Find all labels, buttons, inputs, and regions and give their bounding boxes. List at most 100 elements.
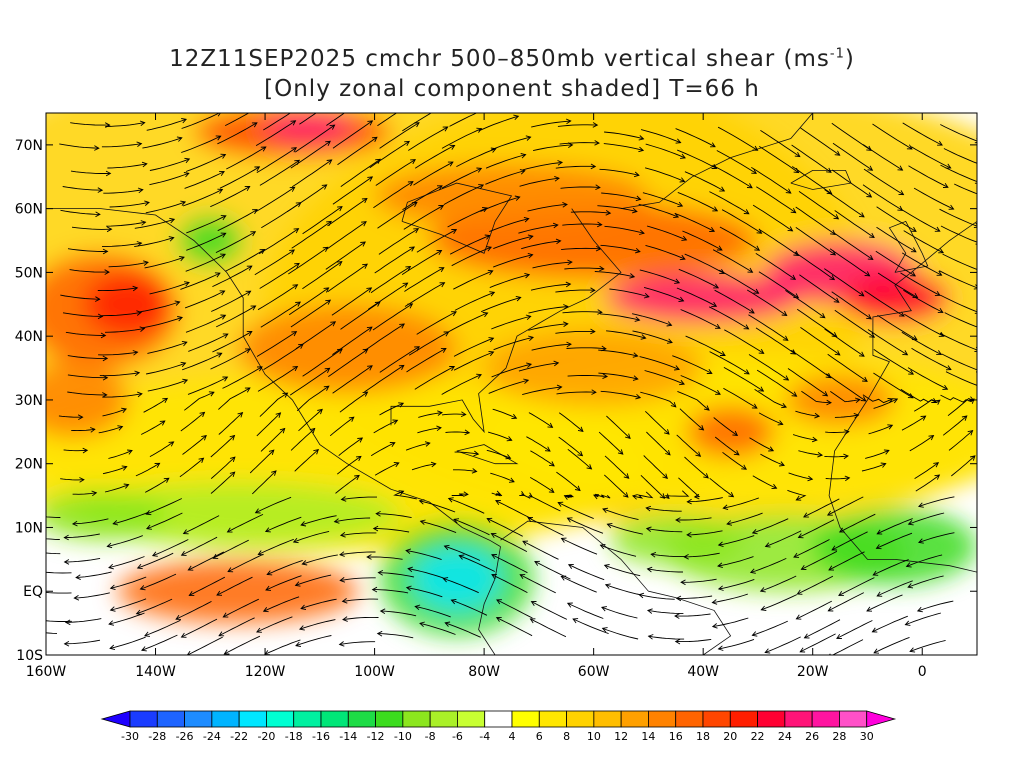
colorbar-swatch	[266, 711, 293, 727]
streamline-arrow	[25, 512, 30, 517]
colorbar-label: 30	[860, 730, 874, 743]
shear-shading-region	[610, 515, 741, 566]
lon-tick-label: 60W	[578, 664, 610, 680]
streamline-arrow	[978, 162, 983, 167]
colorbar-swatch	[539, 711, 566, 727]
colorbar-label: 28	[832, 730, 846, 743]
colorbar-swatch	[621, 711, 648, 727]
map-plot-area	[0, 36, 1024, 658]
shear-shading-region	[35, 489, 166, 540]
streamline-arrow	[298, 105, 303, 109]
colorbar-swatch	[430, 711, 457, 727]
colorbar-swatch	[785, 711, 812, 727]
streamline-arrow	[22, 628, 27, 633]
shear-shading-region	[785, 374, 895, 425]
colorbar-label: -8	[425, 730, 436, 743]
colorbar-label: 12	[614, 730, 628, 743]
shear-shading-region	[84, 272, 172, 336]
colorbar-left-arrow	[102, 711, 130, 727]
colorbar-swatch	[567, 711, 594, 727]
colorbar-label: -18	[285, 730, 303, 743]
lon-tick-label: 120W	[245, 664, 286, 680]
streamline-arrow	[334, 97, 339, 101]
shear-shading-region	[413, 547, 501, 611]
colorbar-swatch	[376, 711, 403, 727]
colorbar-label: -28	[148, 730, 166, 743]
colorbar-swatch	[130, 711, 157, 727]
colorbar-label: -22	[230, 730, 248, 743]
colorbar-label: -30	[121, 730, 139, 743]
lat-tick-label: 60N	[15, 202, 43, 218]
colorbar-label: -16	[312, 730, 330, 743]
streamline-arrow	[361, 98, 366, 103]
colorbar-swatch	[294, 711, 321, 727]
colorbar-swatch	[648, 711, 675, 727]
colorbar-label: -24	[203, 730, 221, 743]
colorbar-swatch	[403, 711, 430, 727]
colorbar-label: 4	[509, 730, 516, 743]
colorbar-swatch	[485, 711, 512, 727]
streamline-arrow	[989, 196, 994, 201]
streamline-arrow	[36, 569, 41, 574]
colorbar-swatch	[239, 711, 266, 727]
colorbar: -30 -28 -26 -24 -22 -20 -18 -16 -14 -12 -10 -8 -6 -4 4…	[102, 711, 895, 743]
colorbar-swatch	[839, 711, 866, 727]
colorbar-label: 10	[587, 730, 601, 743]
lat-tick-label: 40N	[15, 329, 43, 345]
colorbar-swatch	[676, 711, 703, 727]
colorbar-swatch	[185, 711, 212, 727]
lat-tick-label: 20N	[15, 457, 43, 473]
streamline-arrow	[260, 104, 265, 108]
streamline-arrow	[977, 268, 982, 273]
colorbar-swatch	[730, 711, 757, 727]
streamline-arrow	[412, 100, 417, 104]
streamline-arrow	[36, 618, 41, 623]
streamline-arrow	[25, 548, 30, 553]
colorbar-label: -6	[452, 730, 463, 743]
colorbar-swatch	[348, 711, 375, 727]
colorbar-swatch	[703, 711, 730, 727]
colorbar-label: -14	[339, 730, 357, 743]
streamline-arrow	[437, 107, 442, 111]
lat-tick-label: 30N	[15, 393, 43, 409]
colorbar-swatch	[512, 711, 539, 727]
colorbar-label: 26	[805, 730, 819, 743]
lon-tick-label: 160W	[26, 664, 67, 680]
colorbar-label: 14	[641, 730, 655, 743]
colorbar-swatch	[212, 711, 239, 727]
colorbar-label: 18	[696, 730, 710, 743]
lon-tick-label: 0	[918, 664, 927, 680]
shear-shading-region	[265, 110, 353, 142]
colorbar-swatch	[758, 711, 785, 727]
colorbar-label: -12	[367, 730, 385, 743]
lat-tick-label: EQ	[23, 584, 43, 600]
lat-tick-label: 10N	[15, 520, 43, 536]
lon-tick-label: 40W	[687, 664, 719, 680]
streamline-arrow	[979, 326, 984, 331]
shear-shading-region	[238, 304, 457, 393]
lon-tick-label: 20W	[797, 664, 829, 680]
colorbar-label: 16	[669, 730, 683, 743]
colorbar-label: -4	[479, 730, 490, 743]
colorbar-label: -20	[257, 730, 275, 743]
colorbar-swatch	[457, 711, 484, 727]
colorbar-label: 20	[723, 730, 737, 743]
shear-shading-region	[117, 559, 358, 623]
lat-tick-label: 10S	[16, 648, 43, 664]
colorbar-label: 6	[536, 730, 543, 743]
colorbar-right-arrow	[867, 711, 895, 727]
lon-tick-label: 80W	[468, 664, 500, 680]
shear-shading-region	[840, 272, 950, 323]
colorbar-swatch	[812, 711, 839, 727]
lat-tick-label: 70N	[15, 138, 43, 154]
lon-tick-label: 140W	[135, 664, 176, 680]
colorbar-label: 8	[563, 730, 570, 743]
streamline-arrow	[981, 385, 986, 390]
colorbar-swatch	[321, 711, 348, 727]
lon-tick-label: 100W	[354, 664, 395, 680]
colorbar-label: -26	[176, 730, 194, 743]
streamline-arrow	[484, 107, 489, 111]
lat-tick-label: 50N	[15, 265, 43, 281]
colorbar-swatch	[594, 711, 621, 727]
